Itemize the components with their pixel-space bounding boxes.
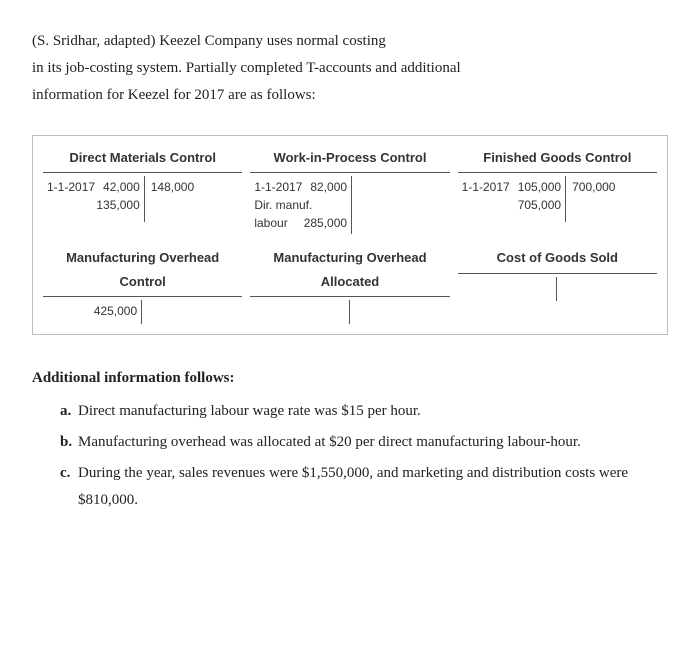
t-account-credit [142,300,242,324]
t-account-title: Direct Materials Control [43,146,242,173]
t-account-cogs: Cost of Goods Sold [458,246,657,324]
item-marker: b. [60,429,72,456]
t-account-credit: 700,000 [566,176,657,222]
t-account-title: Finished Goods Control [458,146,657,173]
list-item: a. Direct manufacturing labour wage rate… [60,398,668,425]
t-account-debit: 1-1-2017105,000 705,000 [458,176,566,222]
t-accounts-row-1: Direct Materials Control 1-1-201742,000 … [43,146,657,234]
item-marker: a. [60,398,71,425]
t-account-title: Manufacturing Overhead Allocated [250,246,449,297]
t-account-title: Work-in-Process Control [250,146,449,173]
item-marker: c. [60,460,70,487]
additional-title: Additional information follows: [32,365,668,392]
t-account-direct-materials: Direct Materials Control 1-1-201742,000 … [43,146,242,234]
t-account-title: Manufacturing Overhead Control [43,246,242,297]
t-accounts-container: Direct Materials Control 1-1-201742,000 … [32,135,668,335]
t-account-debit [458,277,557,301]
intro-line-2: in its job-costing system. Partially com… [32,55,668,82]
t-account-title: Cost of Goods Sold [458,246,657,273]
item-text: During the year, sales revenues were $1,… [78,465,628,508]
t-account-credit [350,300,450,324]
t-account-credit [557,277,657,301]
t-account-moh-control: Manufacturing Overhead Control 425,000 [43,246,242,324]
t-account-credit: 148,000 [145,176,243,222]
t-account-debit: 1-1-201742,000 135,000 [43,176,145,222]
intro-line-1: (S. Sridhar, adapted) Keezel Company use… [32,28,668,55]
t-account-moh-allocated: Manufacturing Overhead Allocated [250,246,449,324]
problem-intro: (S. Sridhar, adapted) Keezel Company use… [32,28,668,109]
t-account-debit: 425,000 [43,300,142,324]
additional-info: Additional information follows: a. Direc… [32,365,668,514]
list-item: c. During the year, sales revenues were … [60,460,668,514]
t-account-debit: 1-1-201782,000 Dir. manuf. labour285,000 [250,176,352,234]
additional-list: a. Direct manufacturing labour wage rate… [32,398,668,514]
t-account-credit [352,176,450,234]
item-text: Direct manufacturing labour wage rate wa… [78,403,421,419]
t-account-debit [250,300,349,324]
list-item: b. Manufacturing overhead was allocated … [60,429,668,456]
t-accounts-row-2: Manufacturing Overhead Control 425,000 M… [43,246,657,324]
intro-line-3: information for Keezel for 2017 are as f… [32,82,668,109]
t-account-finished-goods: Finished Goods Control 1-1-2017105,000 7… [458,146,657,234]
item-text: Manufacturing overhead was allocated at … [78,434,581,450]
t-account-wip: Work-in-Process Control 1-1-201782,000 D… [250,146,449,234]
